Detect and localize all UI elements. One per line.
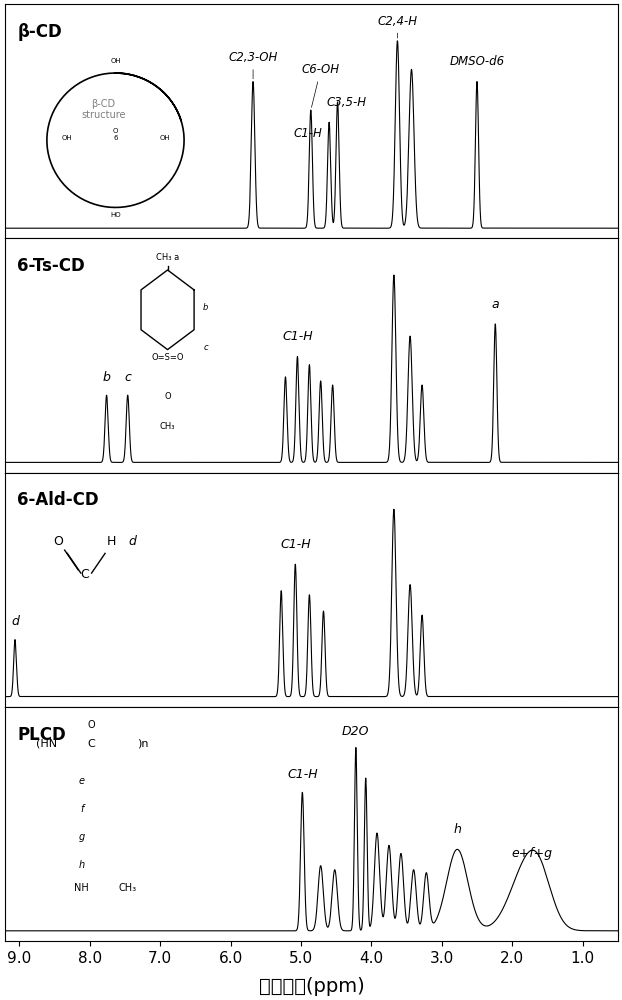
Text: C3,5-H: C3,5-H <box>327 96 367 109</box>
Text: C2,4-H: C2,4-H <box>378 15 417 38</box>
Text: 6-Ald-CD: 6-Ald-CD <box>17 491 99 509</box>
Text: PLCD: PLCD <box>17 726 66 744</box>
Text: e+f+g: e+f+g <box>511 847 552 860</box>
Text: C1-H: C1-H <box>282 330 313 343</box>
Text: C6-OH: C6-OH <box>302 63 340 107</box>
Text: d: d <box>11 615 19 628</box>
Text: C1-H: C1-H <box>294 127 322 140</box>
Text: 6-Ts-CD: 6-Ts-CD <box>17 257 85 275</box>
Text: c: c <box>124 371 131 384</box>
X-axis label: 化学位移(ppm): 化学位移(ppm) <box>259 977 364 996</box>
Text: b: b <box>103 371 111 384</box>
Text: β-CD: β-CD <box>17 23 62 41</box>
Text: C1-H: C1-H <box>287 768 318 781</box>
Text: C1-H: C1-H <box>280 538 310 551</box>
Text: C2,3-OH: C2,3-OH <box>228 51 278 79</box>
Text: h: h <box>453 823 462 836</box>
Text: DMSO-d6: DMSO-d6 <box>450 55 504 68</box>
Text: β-CD
structure: β-CD structure <box>81 99 126 120</box>
Text: D2O: D2O <box>342 725 369 738</box>
Text: a: a <box>491 298 499 311</box>
